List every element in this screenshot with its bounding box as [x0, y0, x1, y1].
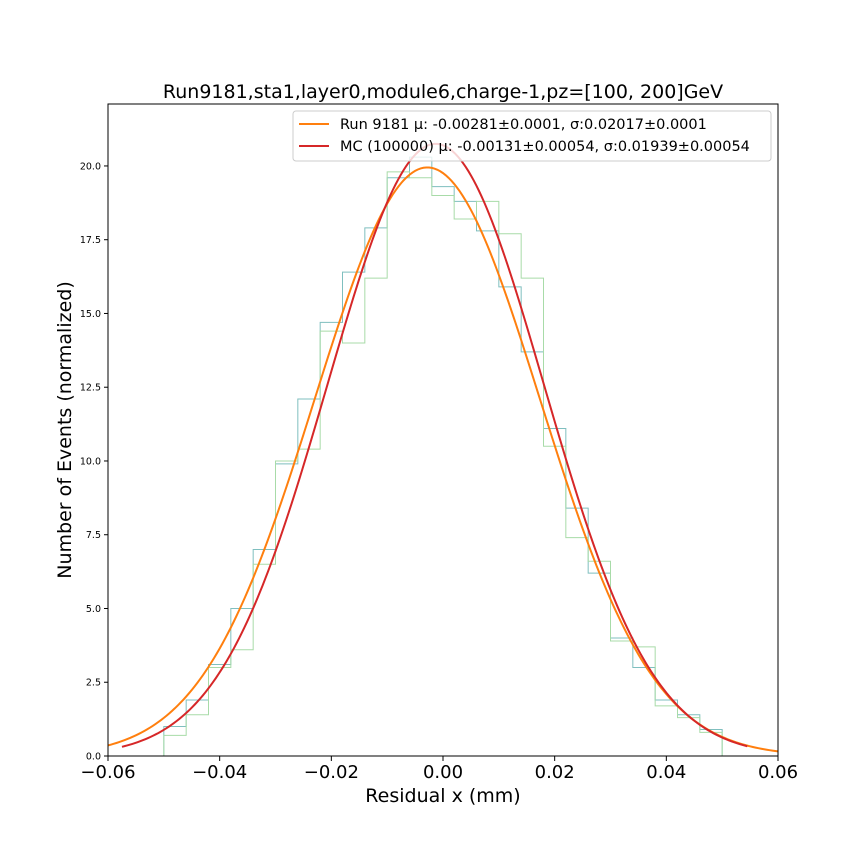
legend-label-1: MC (100000) μ: -0.00131±0.00054, σ:0.019…	[340, 139, 750, 155]
x-tick-label: 0.06	[758, 762, 798, 783]
y-tick-label: 17.5	[80, 235, 101, 246]
y-tick-label: 15.0	[80, 309, 101, 320]
chart-title: Run9181,sta1,layer0,module6,charge-1,pz=…	[163, 81, 723, 103]
y-tick-label: 7.5	[86, 530, 101, 541]
x-tick-label: −0.04	[192, 762, 247, 783]
y-axis-label: Number of Events (normalized)	[54, 281, 76, 579]
y-tick-label: 0.0	[86, 752, 101, 763]
x-tick-label: 0.04	[646, 762, 686, 783]
plot-area: −0.06 −0.04 −0.02 0.00 0.02 0.04 0.06 0.0 2.5 5.0…	[80, 103, 798, 783]
legend-label-0: Run 9181 μ: -0.00281±0.0001, σ:0.02017±0…	[340, 117, 707, 133]
x-axis-label: Residual x (mm)	[365, 785, 520, 807]
legend-box	[292, 110, 772, 162]
x-tick-label: 0.00	[423, 762, 463, 783]
x-tick-label: 0.02	[535, 762, 575, 783]
y-tick-label: 20.0	[80, 161, 101, 172]
x-tick-label: −0.06	[80, 762, 135, 783]
y-tick-label: 10.0	[80, 456, 101, 467]
x-tick-label: −0.02	[304, 762, 359, 783]
y-tick-label: 5.0	[86, 604, 101, 615]
y-tick-label: 2.5	[86, 678, 101, 689]
y-tick-label: 12.5	[80, 383, 101, 394]
chart-legend: Run 9181 μ: -0.00281±0.0001, σ:0.02017±0…	[292, 110, 772, 162]
